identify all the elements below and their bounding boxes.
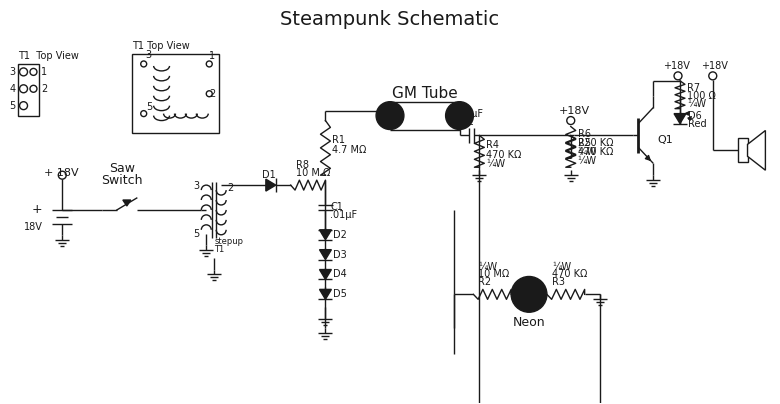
Bar (18, 64, 40, 116)
Polygon shape (674, 114, 686, 124)
Text: T1  Top View: T1 Top View (18, 51, 79, 61)
Text: 10 M Ω: 10 M Ω (296, 168, 330, 178)
Text: 4: 4 (9, 84, 16, 94)
Polygon shape (320, 250, 331, 260)
Text: 470 KΩ: 470 KΩ (487, 150, 522, 160)
Text: D4: D4 (333, 269, 347, 280)
Text: Saw: Saw (109, 162, 135, 175)
Text: Switch: Switch (101, 174, 143, 187)
Text: +18V: +18V (558, 105, 590, 116)
Text: 2: 2 (209, 89, 215, 99)
Text: 3: 3 (193, 181, 200, 191)
Text: D6: D6 (688, 111, 702, 121)
Text: R8: R8 (296, 160, 309, 170)
Text: 4.7 MΩ: 4.7 MΩ (332, 145, 367, 156)
Text: .1μF: .1μF (462, 109, 483, 119)
Polygon shape (320, 269, 331, 280)
Text: D5: D5 (333, 289, 347, 299)
Circle shape (376, 102, 404, 130)
Text: ¼W: ¼W (478, 261, 498, 271)
Text: 18V: 18V (23, 222, 42, 232)
Bar (132, 54, 219, 133)
Text: R7: R7 (687, 83, 700, 93)
Text: + 18V: + 18V (44, 168, 79, 178)
Text: stepup: stepup (215, 237, 243, 246)
Polygon shape (122, 200, 131, 206)
Text: GM Tube: GM Tube (392, 86, 458, 101)
Text: +: + (32, 204, 42, 217)
Text: Red: Red (688, 118, 707, 128)
Text: 2: 2 (227, 183, 233, 193)
Text: R2: R2 (478, 278, 491, 287)
Text: 470 KΩ: 470 KΩ (552, 269, 587, 280)
Text: 470 KΩ: 470 KΩ (578, 147, 613, 157)
Text: ¼W: ¼W (487, 159, 505, 169)
Text: 220 KΩ: 220 KΩ (578, 139, 613, 148)
Text: T1: T1 (215, 245, 225, 254)
Text: ¼W: ¼W (578, 147, 597, 157)
Circle shape (511, 276, 547, 312)
Text: +18V: +18V (701, 61, 728, 71)
Text: 3: 3 (146, 50, 152, 60)
Text: C2: C2 (462, 117, 474, 126)
Text: D2: D2 (333, 230, 347, 240)
Text: Neon: Neon (512, 316, 545, 329)
Text: D3: D3 (333, 250, 347, 260)
Text: C1: C1 (331, 202, 343, 212)
Text: R1: R1 (332, 135, 346, 145)
Text: 1: 1 (209, 51, 215, 61)
Polygon shape (320, 230, 331, 240)
Text: +18V: +18V (663, 61, 690, 71)
Text: Steampunk Schematic: Steampunk Schematic (281, 10, 499, 29)
Polygon shape (266, 179, 276, 191)
Text: D1: D1 (262, 170, 275, 180)
Text: R6: R6 (578, 129, 590, 139)
Circle shape (445, 102, 473, 130)
Bar (738, 139, 747, 162)
Text: ¼W: ¼W (552, 261, 571, 271)
Polygon shape (747, 130, 765, 170)
Text: 3: 3 (9, 67, 16, 77)
Text: 2: 2 (41, 84, 48, 94)
Text: 5: 5 (146, 102, 152, 112)
Text: R5: R5 (578, 139, 590, 148)
Text: ¼W: ¼W (578, 156, 597, 166)
Text: .01μF: .01μF (331, 210, 357, 220)
Text: R4: R4 (487, 141, 499, 150)
Text: 10 MΩ: 10 MΩ (478, 269, 509, 280)
Text: R3: R3 (552, 278, 565, 287)
Text: ¼W: ¼W (687, 99, 706, 109)
Text: 100 Ω: 100 Ω (687, 91, 716, 101)
Text: 1: 1 (41, 67, 48, 77)
Text: 5: 5 (193, 229, 200, 239)
Text: Q1: Q1 (658, 135, 673, 145)
Polygon shape (320, 289, 331, 299)
Text: T1 Top View: T1 Top View (132, 41, 190, 51)
Text: 5: 5 (9, 101, 16, 111)
